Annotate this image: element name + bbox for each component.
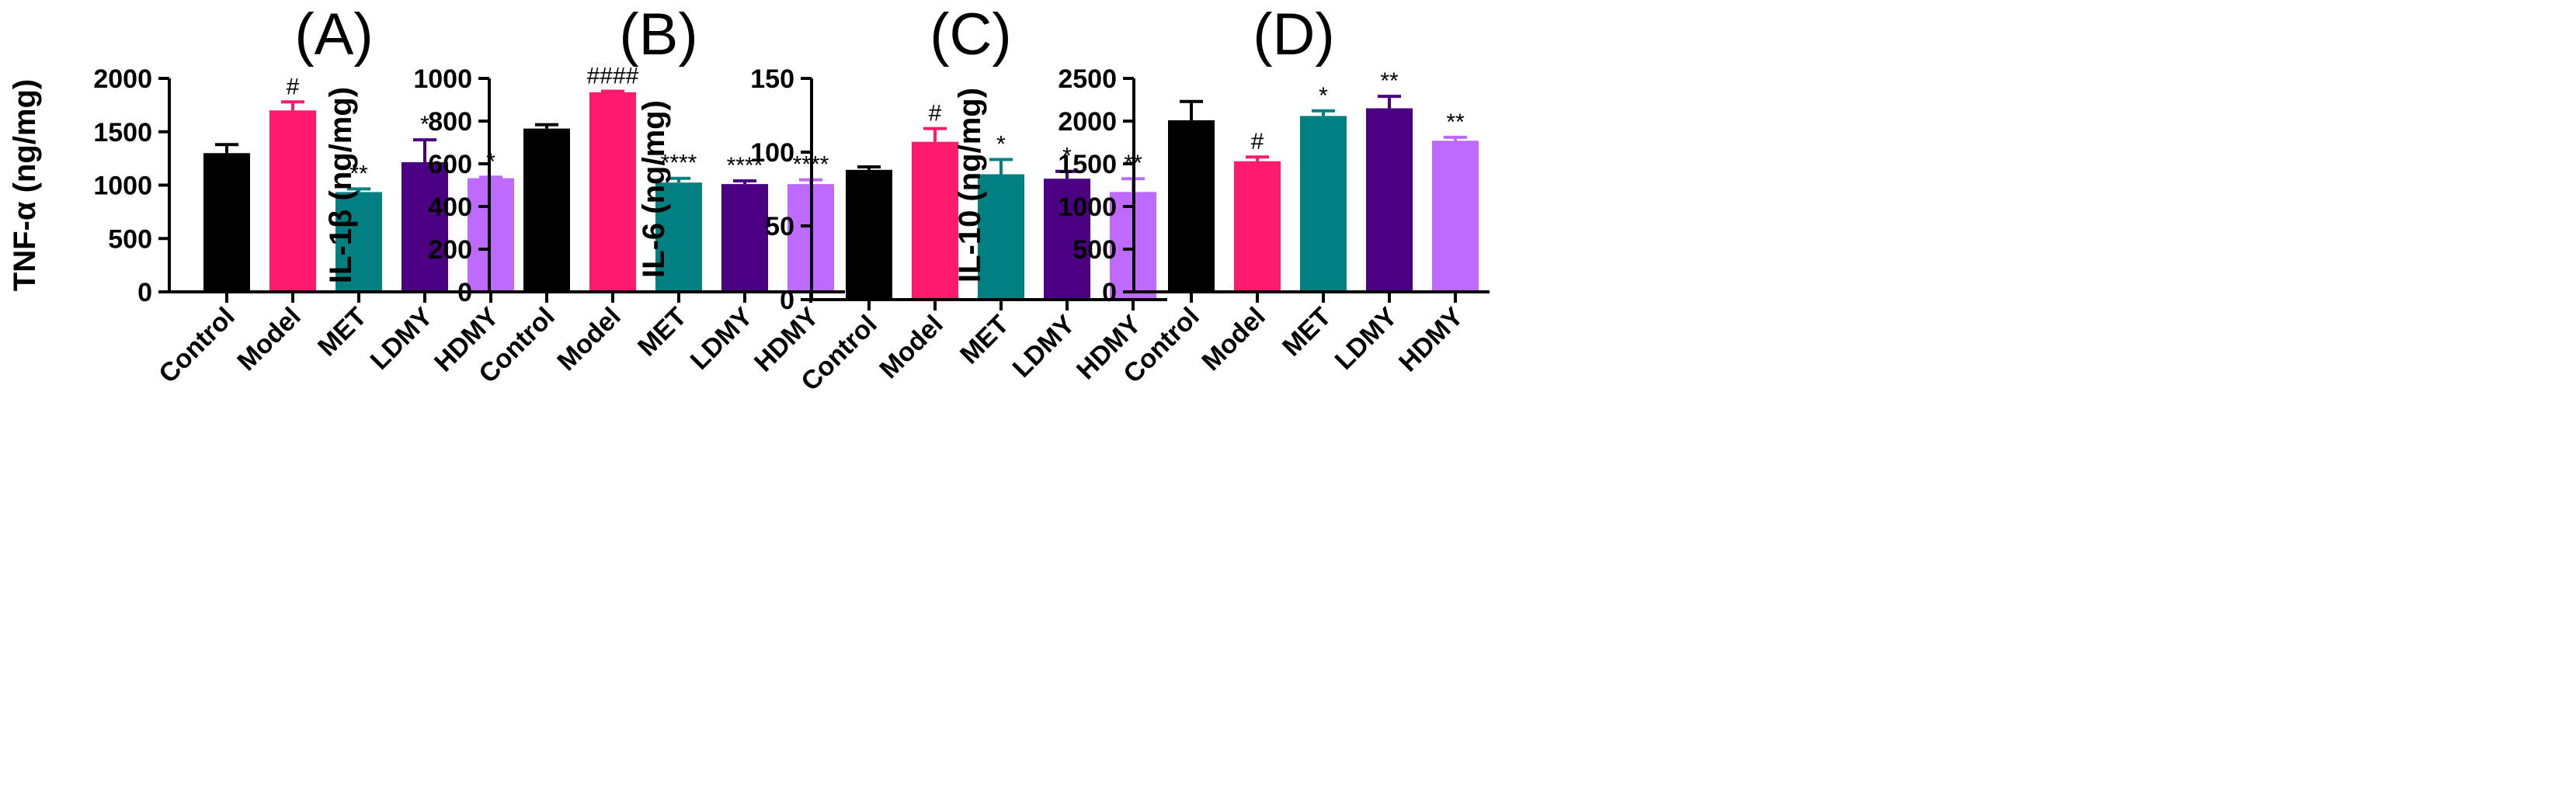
panel-4-y-tick-label: 1500 xyxy=(1058,150,1117,179)
panel-1-error-bar-met xyxy=(347,187,370,193)
panel-4-y-tick-label: 2500 xyxy=(1058,64,1117,94)
panel-1-bar-met xyxy=(335,192,382,292)
panel-4-significance-met: * xyxy=(1319,83,1328,109)
panel-3-bar-met xyxy=(978,174,1024,300)
panel-1-bar-model xyxy=(269,110,316,292)
panel-3-x-tick-label-ldmy: LDMY xyxy=(1007,310,1081,383)
panel-3-significance-met: * xyxy=(996,132,1006,158)
panel-2-bar-ldmy xyxy=(721,184,768,292)
panel-2-bar-met xyxy=(655,182,702,292)
panel-2-x-tick-label-model: Model xyxy=(551,302,626,376)
panel-3-x-tick-label-model: Model xyxy=(874,310,948,384)
panel-2-y-tick-label: 400 xyxy=(428,193,472,222)
panel-4-bar-met xyxy=(1300,116,1347,292)
panel-3-y-tick-label: 100 xyxy=(750,138,794,168)
panel-1-significance-met: ** xyxy=(349,161,368,186)
panel-4-bar-control xyxy=(1168,120,1215,292)
panel-2-significance-ldmy: **** xyxy=(727,153,763,179)
panel-4-x-tick-label-model: Model xyxy=(1196,302,1271,376)
panel-2-y-tick-label: 800 xyxy=(428,107,472,137)
panel-4-x-tick-label-met: MET xyxy=(1277,302,1337,363)
panel-4-y-axis-label: IL-10 (ng/mg) xyxy=(953,88,987,283)
panel-4-title: (D) xyxy=(1253,2,1335,68)
panel-4-x-tick-label-hdmy: HDMY xyxy=(1393,302,1469,378)
panel-2-error-bar-met xyxy=(667,176,690,183)
panel-1-y-axis-label: TNF-α (ng/mg) xyxy=(8,79,42,291)
panel-3-bar-model xyxy=(912,141,958,300)
panel-1-x-tick-label-ldmy: LDMY xyxy=(365,302,439,376)
panel-1-y-tick-label: 1000 xyxy=(93,172,152,201)
panel-1-error-bar-model xyxy=(281,100,304,111)
panel-4-error-bar-hdmy xyxy=(1444,135,1467,141)
panel-2-y-axis-label: IL-1β (ng/mg) xyxy=(324,87,358,283)
panel-1-bar-control xyxy=(203,153,250,292)
panel-1-x-tick-label-met: MET xyxy=(312,302,373,363)
panel-2-x-tick-label-met: MET xyxy=(632,302,693,363)
panel-2-bar-model xyxy=(589,92,636,292)
panel-2-bar-control xyxy=(523,128,570,292)
panel-2-x-tick-label-ldmy: LDMY xyxy=(685,302,759,376)
panel-4-significance-ldmy: ** xyxy=(1380,68,1399,94)
panel-3-significance-model: # xyxy=(929,101,942,127)
panel-3-significance-ldmy: * xyxy=(1062,144,1072,169)
panel-1-y-tick-label: 1500 xyxy=(93,118,152,147)
panel-1-y-tick-label: 0 xyxy=(137,278,152,307)
panel-4-bar-hdmy xyxy=(1432,141,1479,292)
panel-2-error-bar-control xyxy=(535,123,558,129)
panel-4-bar-ldmy xyxy=(1366,108,1413,292)
panel-3-error-bar-ldmy xyxy=(1055,169,1079,179)
panel-2-title: (B) xyxy=(619,2,697,68)
panel-3-y-axis-label: IL-6 (ng/mg) xyxy=(637,100,671,278)
panel-3-error-bar-met xyxy=(989,158,1013,175)
panel-3-title: (C) xyxy=(930,2,1012,68)
panel-4-error-bar-model xyxy=(1246,155,1269,161)
panel-4-error-bar-met xyxy=(1312,109,1335,116)
panel-1-significance-model: # xyxy=(287,74,300,99)
panel-2-significance-model: #### xyxy=(587,64,639,89)
panel-3-y-tick-label: 50 xyxy=(765,212,794,241)
panel-4-x-tick-label-ldmy: LDMY xyxy=(1330,302,1403,376)
panel-1-significance-ldmy: * xyxy=(420,112,429,137)
panel-1-x-tick-label-control: Control xyxy=(153,302,240,389)
panel-4-error-bar-control xyxy=(1180,99,1203,120)
panel-4-y-tick-label: 0 xyxy=(1102,278,1117,307)
panel-4-y-tick-label: 500 xyxy=(1072,235,1117,265)
panel-2-y-tick-label: 1000 xyxy=(413,64,472,94)
panel-3-y-tick-label: 150 xyxy=(750,64,794,94)
panel-4-significance-hdmy: ** xyxy=(1446,109,1465,135)
panel-2-error-bar-ldmy xyxy=(733,179,756,185)
panel-1-error-bar-control xyxy=(215,143,238,154)
panel-4-error-bar-ldmy xyxy=(1378,95,1401,109)
panel-3-bar-ldmy xyxy=(1044,179,1090,300)
panel-3-bar-control xyxy=(846,169,892,300)
panel-3-x-tick-label-met: MET xyxy=(954,310,1015,370)
panel-1-significance-hdmy: * xyxy=(486,149,495,175)
panel-1-y-tick-label: 2000 xyxy=(93,64,152,94)
panel-1-title: (A) xyxy=(294,2,373,68)
panel-4-y-tick-label: 1000 xyxy=(1058,193,1117,222)
panel-2-y-tick-label: 200 xyxy=(428,235,472,265)
panel-3-error-bar-control xyxy=(857,165,881,170)
panel-3-error-bar-model xyxy=(923,127,947,142)
panel-2-y-tick-label: 600 xyxy=(428,150,472,179)
panel-4-y-tick-label: 2000 xyxy=(1058,107,1117,137)
panel-1-y-tick-label: 500 xyxy=(108,224,152,254)
panel-4-bar-model xyxy=(1234,161,1281,292)
panel-3-y-tick-label: 0 xyxy=(780,286,794,315)
panel-4-significance-model: # xyxy=(1251,129,1264,154)
panel-1-error-bar-ldmy xyxy=(413,138,436,162)
panel-1-bar-ldmy xyxy=(402,161,448,292)
panel-1-x-tick-label-model: Model xyxy=(231,302,306,376)
panel-2-significance-met: **** xyxy=(661,151,697,176)
panel-2-y-tick-label: 0 xyxy=(457,278,472,307)
